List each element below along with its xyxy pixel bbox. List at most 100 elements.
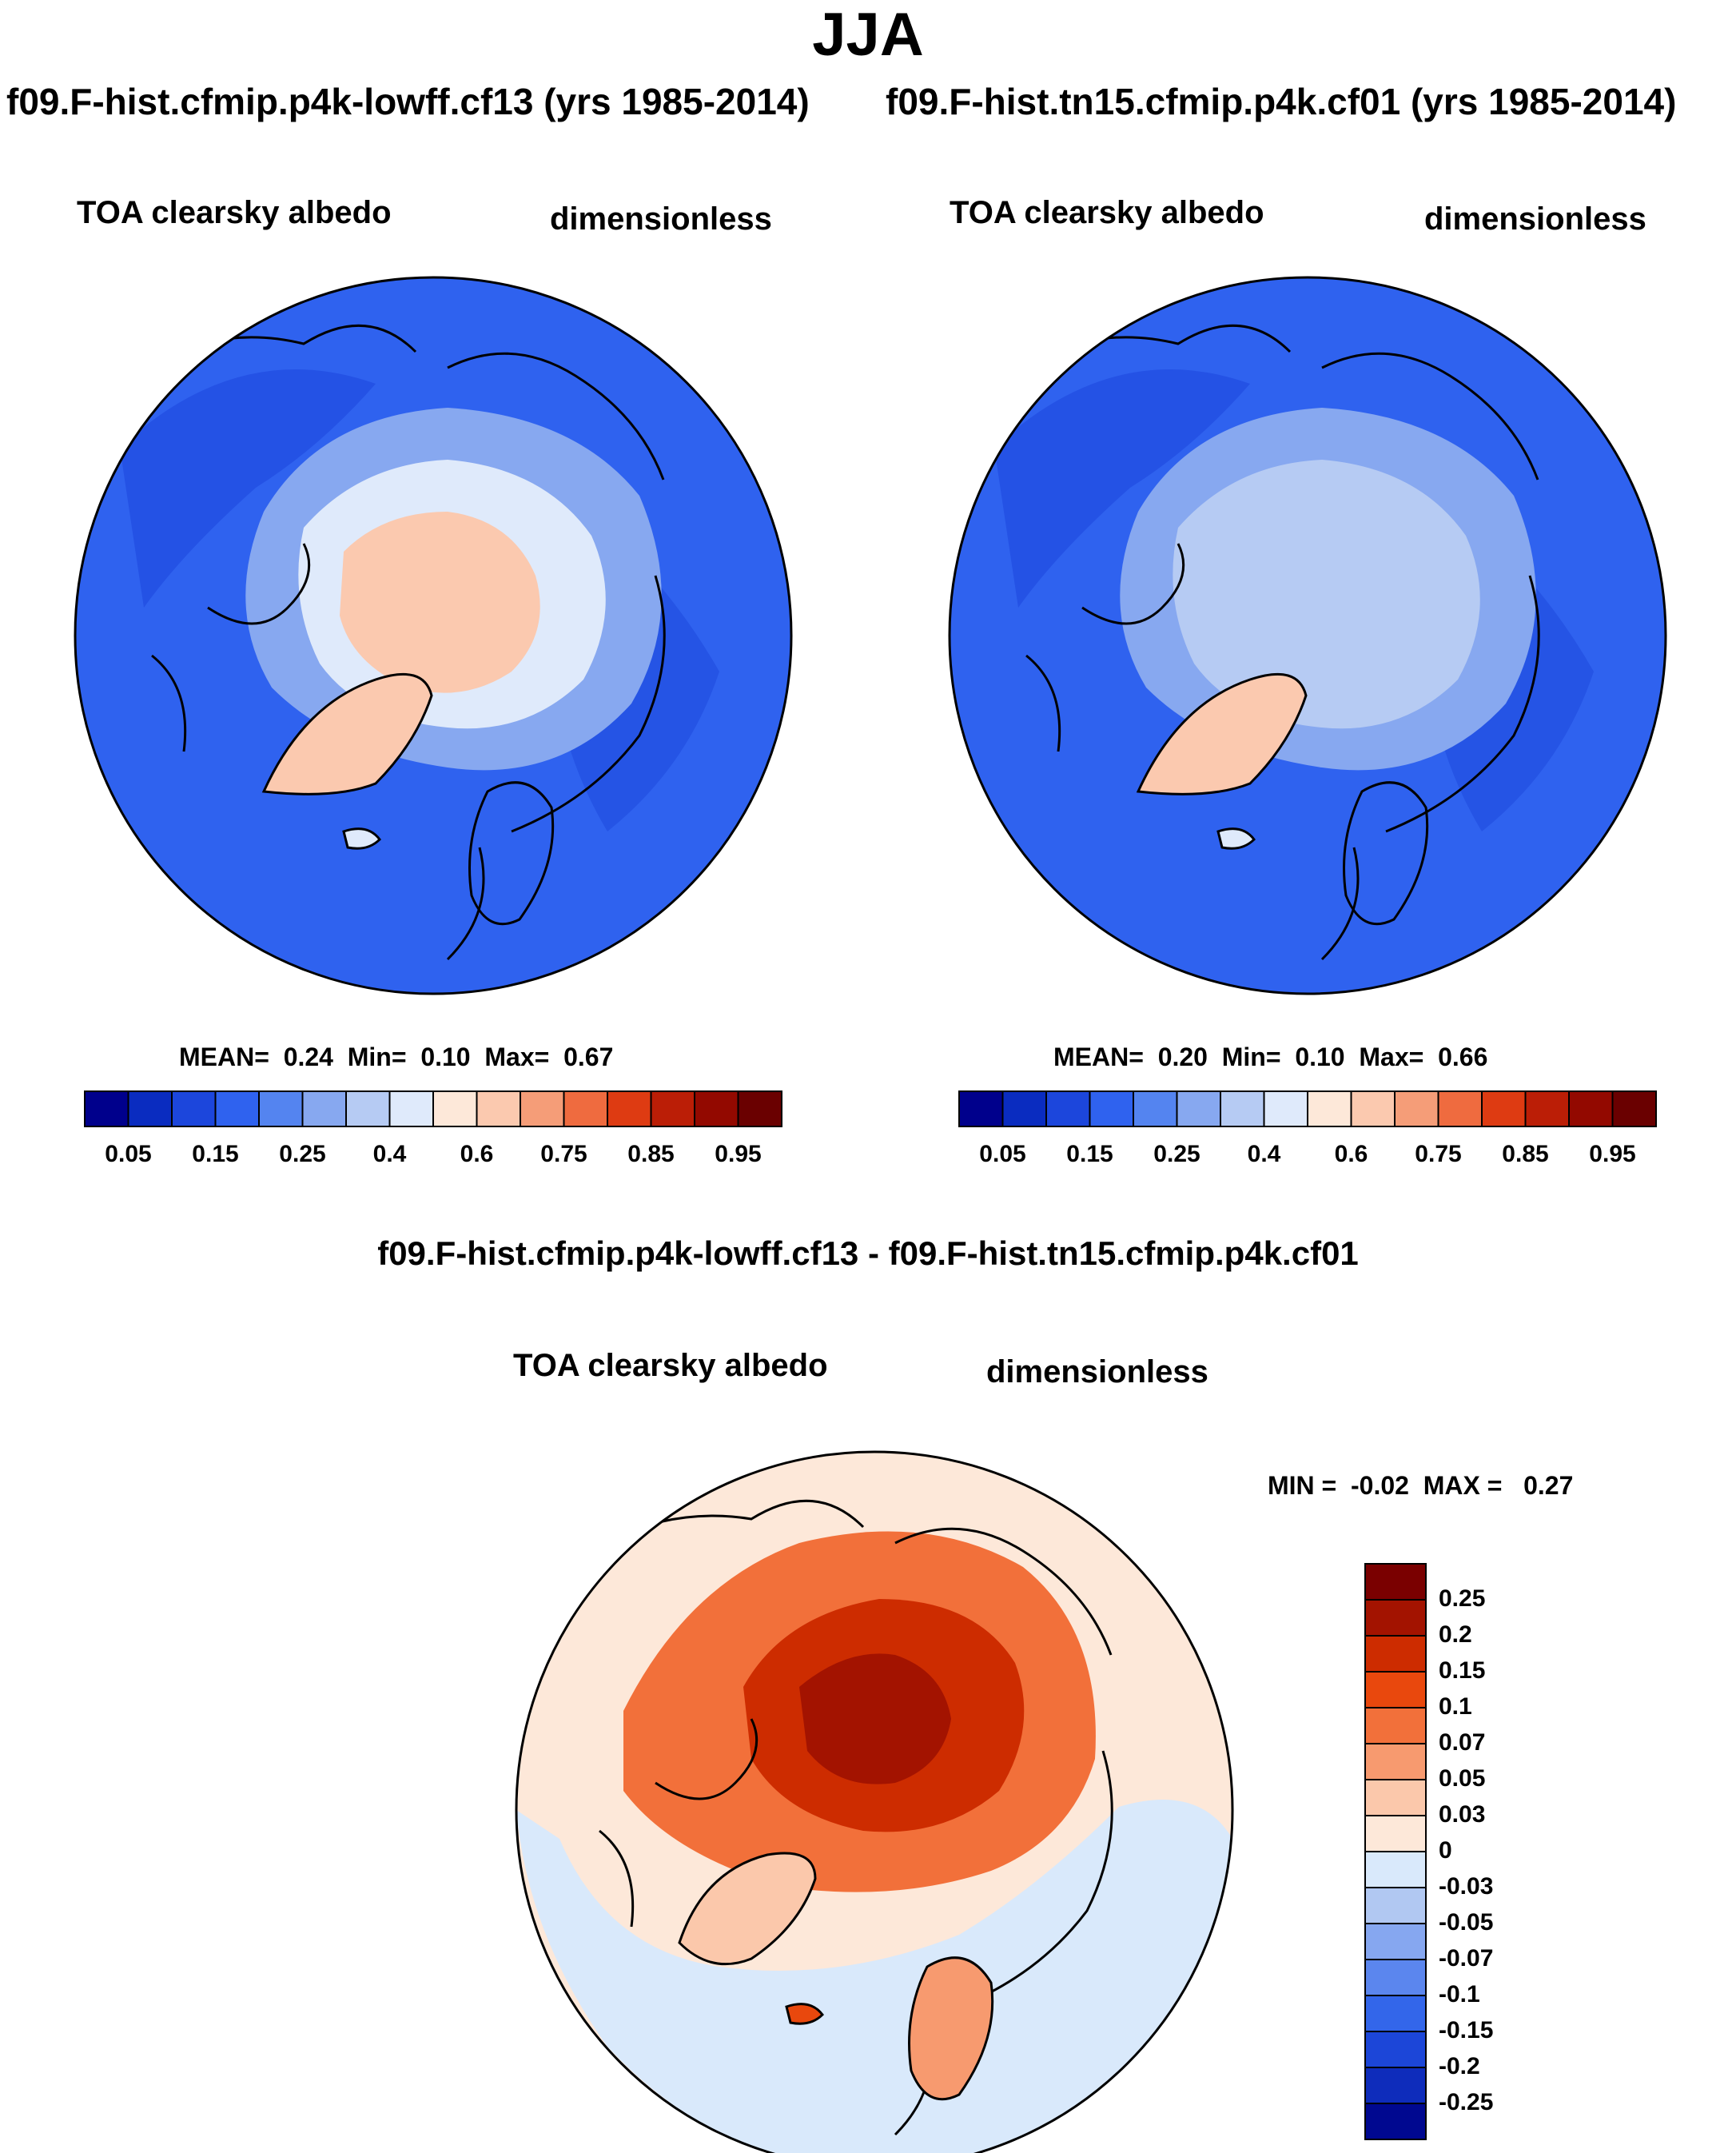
case1-colorbar-segment-11: [563, 1090, 608, 1127]
case1-greenland: [261, 672, 433, 795]
case1-iceland: [342, 827, 381, 850]
case1-max-label: Max=: [484, 1043, 550, 1071]
case1-colorbar-segment-5: [301, 1090, 347, 1127]
case1-land-tint: [120, 369, 376, 608]
case1-colorbar-tick-label: 0.25: [279, 1141, 326, 1167]
case1-colorbar-segment-12: [607, 1090, 652, 1127]
diff-min-label: MIN =: [1268, 1471, 1337, 1500]
case1-polar-map: [75, 277, 791, 994]
case2-colorbar-segment-8: [1307, 1090, 1352, 1127]
case1-colorbar-tick-label: 0.6: [460, 1141, 494, 1167]
case1-title: f09.F-hist.cfmip.p4k-lowff.cf13 (yrs 198…: [6, 81, 810, 122]
diff-colorbar-segment-11: [1364, 1959, 1427, 1996]
case1-colorbar-segment-14: [694, 1090, 739, 1127]
case2-colorbar-segment-15: [1611, 1090, 1657, 1127]
case1-colorbar-tick-label: 0.95: [715, 1141, 762, 1167]
diff-colorbar-segment-10: [1364, 1923, 1427, 1960]
difference-title: f09.F-hist.cfmip.p4k-lowff.cf13 - f09.F-…: [377, 1234, 1359, 1272]
case2-colorbar-segment-7: [1263, 1090, 1308, 1127]
case2-colorbar-segment-12: [1481, 1090, 1527, 1127]
diff-map-border: [515, 1450, 1234, 2153]
case2-colorbar-tick-label: 0.85: [1502, 1141, 1549, 1167]
case1-colorbar-segment-15: [737, 1090, 782, 1127]
case2-colorbar-tick-label: 0.6: [1334, 1141, 1368, 1167]
case1-mean-label: MEAN=: [179, 1043, 269, 1071]
diff-colorbar-tick-label: -0.15: [1439, 2017, 1494, 2043]
case1-max-value: 0.67: [563, 1043, 614, 1071]
diff-colorbar-segment-9: [1364, 1887, 1427, 1924]
case1-colorbar-segment-10: [520, 1090, 565, 1127]
diff-stats: MIN = -0.02 MAX = 0.27: [1268, 1471, 1573, 1501]
case1-scandinavia: [468, 781, 555, 926]
case2-colorbar-segment-2: [1045, 1090, 1091, 1127]
diff-colorbar-tick-label: -0.25: [1439, 2089, 1494, 2115]
case2-polar-map: [950, 277, 1666, 994]
diff-colorbar-tick-label: -0.2: [1439, 2053, 1480, 2079]
diff-greenland: [678, 1852, 817, 1966]
diff-colorbar-segment-1: [1364, 1599, 1427, 1637]
case2-colorbar: [958, 1090, 1657, 1127]
diff-colorbar-tick-label: 0: [1439, 1837, 1452, 1864]
diff-colorbar-tick-label: -0.03: [1439, 1873, 1494, 1900]
case1-colorbar-segment-7: [388, 1090, 434, 1127]
diff-colorbar-tick-label: 0.1: [1439, 1693, 1472, 1720]
diff-negative-region: [516, 1800, 1232, 2153]
case2-stats: MEAN= 0.20 Min= 0.10 Max= 0.66: [1053, 1043, 1487, 1072]
diff-colorbar-tick-label: 0.2: [1439, 1621, 1472, 1648]
case2-colorbar-tick-label: 0.15: [1066, 1141, 1113, 1167]
case2-colorbar-tick-label: 0.75: [1415, 1141, 1462, 1167]
diff-max-value: 0.27: [1523, 1471, 1574, 1500]
diff-iceland: [785, 2003, 824, 2025]
diff-colorbar: [1364, 1563, 1427, 2140]
case2-colorbar-segment-3: [1089, 1090, 1134, 1127]
diff-colorbar-segment-3: [1364, 1671, 1427, 1708]
case1-colorbar-tick-label: 0.75: [540, 1141, 587, 1167]
case2-coastline: [985, 324, 1540, 961]
diff-polar-map: [516, 1452, 1232, 2153]
diff-units-label: dimensionless: [986, 1354, 1208, 1389]
case1-colorbar-segment-8: [432, 1090, 478, 1127]
diff-colorbar-tick-label: 0.05: [1439, 1765, 1486, 1792]
case1-polar-cap: [340, 512, 540, 693]
case2-max-value: 0.66: [1438, 1043, 1488, 1071]
diff-colorbar-segment-14: [1364, 2067, 1427, 2104]
case2-colorbar-segment-11: [1437, 1090, 1483, 1127]
case1-mean-value: 0.24: [283, 1043, 333, 1071]
diff-colorbar-segment-6: [1364, 1779, 1427, 1816]
case2-title: f09.F-hist.tn15.cfmip.p4k.cf01 (yrs 1985…: [886, 81, 1677, 122]
case2-colorbar-segment-14: [1568, 1090, 1614, 1127]
case1-colorbar-segment-1: [127, 1090, 173, 1127]
case2-colorbar-segment-1: [1001, 1090, 1047, 1127]
case2-colorbar-segment-9: [1350, 1090, 1396, 1127]
case2-colorbar-segment-10: [1394, 1090, 1439, 1127]
case1-colorbar-tick-label: 0.15: [192, 1141, 239, 1167]
case2-units-label: dimensionless: [1424, 201, 1646, 237]
case2-scandinavia: [1343, 781, 1429, 926]
case1-stats: MEAN= 0.24 Min= 0.10 Max= 0.67: [179, 1043, 613, 1072]
diff-polar-max: [799, 1653, 951, 1784]
diff-colorbar-segment-2: [1364, 1635, 1427, 1673]
case2-colorbar-segment-5: [1176, 1090, 1221, 1127]
case2-mean-label: MEAN=: [1053, 1043, 1144, 1071]
diff-min-value: -0.02: [1351, 1471, 1409, 1500]
case1-colorbar-segment-9: [476, 1090, 521, 1127]
case1-colorbar-tick-label: 0.05: [105, 1141, 152, 1167]
season-title: JJA: [812, 1, 924, 69]
case2-mean-value: 0.20: [1157, 1043, 1208, 1071]
diff-colorbar-tick-label: -0.05: [1439, 1909, 1494, 1936]
diff-colorbar-segment-15: [1364, 2103, 1427, 2140]
diff-colorbar-segment-13: [1364, 2031, 1427, 2068]
case2-iceland: [1216, 827, 1256, 850]
diff-colorbar-segment-5: [1364, 1743, 1427, 1780]
case2-colorbar-tick-label: 0.25: [1153, 1141, 1200, 1167]
case2-max-label: Max=: [1359, 1043, 1424, 1071]
case1-units-label: dimensionless: [550, 201, 772, 237]
case2-colorbar-segment-13: [1524, 1090, 1570, 1127]
case1-colorbar-segment-4: [258, 1090, 304, 1127]
diff-colorbar-segment-7: [1364, 1815, 1427, 1852]
case1-colorbar: [84, 1090, 782, 1127]
case2-colorbar-tick-label: 0.05: [979, 1141, 1026, 1167]
case1-coastline: [111, 324, 666, 961]
case2-greenland: [1136, 672, 1308, 795]
